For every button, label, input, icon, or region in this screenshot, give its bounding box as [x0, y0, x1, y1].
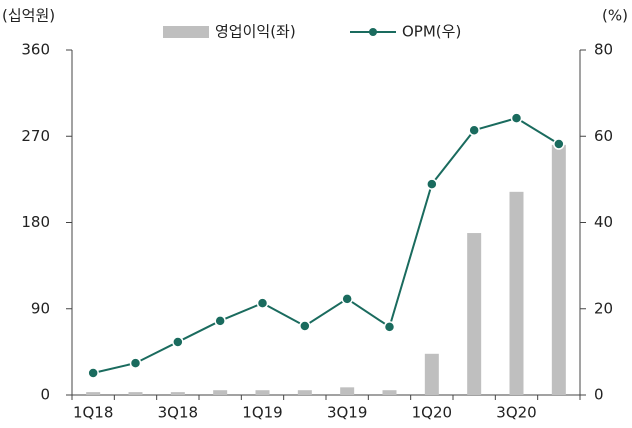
bar — [340, 387, 355, 395]
opm-point — [299, 320, 311, 332]
y2-tick-label: 40 — [594, 213, 613, 231]
opm-point — [468, 124, 480, 136]
x-tick-label: 3Q19 — [327, 404, 367, 422]
y-tick-label: 90 — [31, 299, 50, 317]
opm-point — [87, 367, 99, 379]
bar — [213, 390, 228, 395]
x-tick-label: 1Q18 — [73, 404, 113, 422]
bar — [551, 144, 566, 395]
opm-point — [426, 178, 438, 190]
opm-point — [553, 138, 565, 150]
opm-point — [214, 315, 226, 327]
bar — [86, 392, 101, 395]
y2-tick-label: 0 — [594, 386, 604, 404]
y2-axis-label: (%) — [602, 7, 628, 25]
legend-swatch — [163, 26, 209, 38]
bar — [509, 191, 524, 395]
opm-point — [510, 112, 523, 124]
y-tick-label: 360 — [21, 41, 50, 59]
bar — [170, 392, 185, 395]
opm-line — [92, 117, 560, 374]
y2-tick-label: 60 — [594, 127, 613, 145]
legend-swatch — [369, 28, 377, 36]
y-tick-label: 0 — [40, 386, 50, 404]
opm-point — [129, 357, 142, 369]
y2-tick-label: 80 — [594, 41, 613, 59]
opm-point — [172, 336, 184, 348]
y-axis-label: (십억원) — [2, 7, 55, 25]
opm-point — [383, 321, 396, 333]
x-tick-label: 3Q20 — [496, 404, 536, 422]
y-tick-label: 180 — [21, 213, 50, 231]
legend-label: OPM(우) — [402, 23, 461, 41]
bar — [467, 233, 482, 395]
bar — [128, 392, 143, 395]
bar — [382, 390, 397, 395]
bar — [255, 390, 270, 395]
opm-point — [256, 297, 269, 309]
y2-tick-label: 20 — [594, 299, 613, 317]
opm-point — [341, 293, 353, 305]
bar — [424, 353, 439, 395]
bar — [297, 390, 312, 395]
y-tick-label: 270 — [21, 127, 50, 145]
x-tick-label: 1Q20 — [412, 404, 452, 422]
legend-label: 영업이익(좌) — [215, 23, 296, 41]
x-tick-label: 1Q19 — [242, 404, 282, 422]
x-tick-label: 3Q18 — [158, 404, 198, 422]
